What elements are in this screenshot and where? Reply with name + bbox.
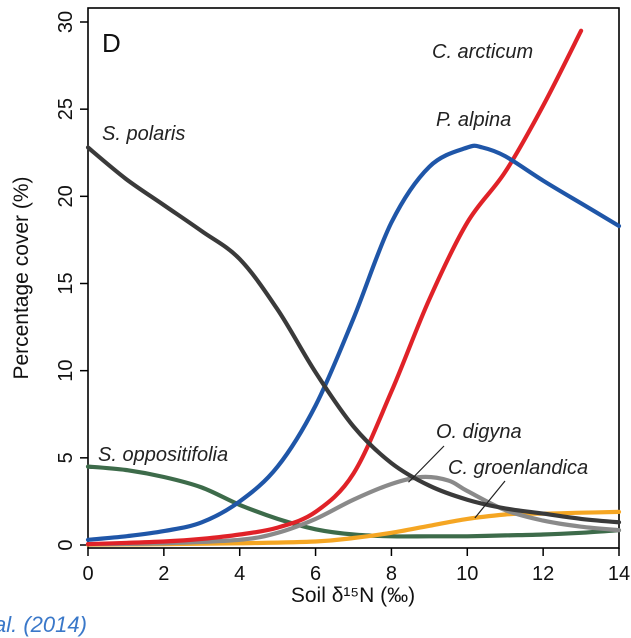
x-tick-label: 10 <box>456 563 478 585</box>
y-tick-label: 20 <box>55 185 77 207</box>
x-tick-label: 8 <box>386 563 397 585</box>
series-label-c-groenlandica: C. groenlandica <box>448 457 588 479</box>
y-tick-label: 25 <box>55 98 77 120</box>
series-line-o-digyna <box>85 474 622 547</box>
y-tick-label: 0 <box>55 539 77 550</box>
x-tick-label: 6 <box>310 563 321 585</box>
series-line-p-alpina <box>85 143 622 542</box>
x-tick-label: 2 <box>158 563 169 585</box>
plot-frame <box>87 7 620 549</box>
panel-label: D <box>102 28 121 58</box>
y-tick-label: 5 <box>55 452 77 463</box>
x-tick-label: 12 <box>532 563 554 585</box>
x-tick-label: 0 <box>82 563 93 585</box>
x-tick-label: 4 <box>234 563 245 585</box>
y-tick-label: 10 <box>55 360 77 382</box>
line-chart: 0 2 4 6 8 10 12 14 0 5 10 15 20 25 30 D S. polaris C.… <box>10 7 630 607</box>
series-line-c-arcticum <box>85 28 584 547</box>
series-label-s-oppositifolia: S. oppositifolia <box>98 444 228 466</box>
series-label-p-alpina: P. alpina <box>436 109 511 131</box>
series-label-o-digyna: O. digyna <box>436 421 522 443</box>
x-axis-title: Soil δ¹⁵N (‰) <box>291 584 415 607</box>
c-groenlandica-leader <box>474 480 506 519</box>
label-leader-lines <box>408 445 506 519</box>
series-lines <box>85 28 622 547</box>
series-label-s-polaris: S. polaris <box>102 123 185 145</box>
figure-caption: al. (2014) <box>0 612 87 637</box>
series-line-s-polaris <box>85 145 622 525</box>
y-tick-label: 30 <box>55 11 77 33</box>
series-line-s-oppositifolia <box>85 464 622 539</box>
o-digyna-leader <box>408 445 445 483</box>
series-label-c-arcticum: C. arcticum <box>432 41 533 63</box>
y-axis-title: Percentage cover (%) <box>10 176 33 379</box>
y-axis: 0 5 10 15 20 25 30 <box>55 11 88 551</box>
y-tick-label: 15 <box>55 272 77 294</box>
x-axis: 0 2 4 6 8 10 12 14 <box>82 548 630 585</box>
x-tick-label: 14 <box>608 563 630 585</box>
